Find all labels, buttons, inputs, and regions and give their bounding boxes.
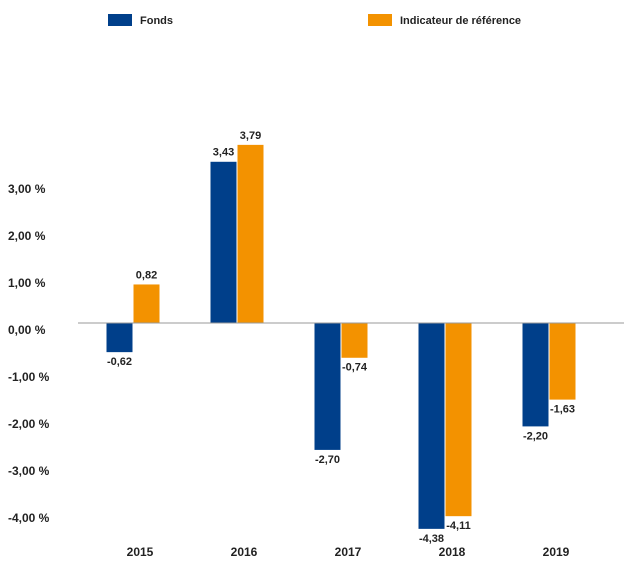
value-label: -4,11 [446,520,470,532]
y-tick-label: -1,00 % [8,370,50,384]
value-label: 3,43 [213,147,234,159]
x-tick-label: 2017 [335,545,362,559]
value-label: -0,62 [107,356,132,368]
bar [314,323,341,450]
bar [418,323,445,529]
y-tick-label: 0,00 % [8,323,46,337]
y-tick-label: 1,00 % [8,276,46,290]
x-tick-label: 2019 [543,545,570,559]
bar [106,323,133,353]
legend-swatch [108,14,132,26]
bar [549,323,576,400]
bar [237,144,264,323]
y-tick-label: -3,00 % [8,464,50,478]
bar [445,323,472,517]
x-tick-label: 2018 [439,545,466,559]
value-label: 0,82 [136,269,157,281]
value-label: -0,74 [342,362,368,374]
bar [210,161,237,323]
bar [341,323,368,358]
y-tick-label: -2,00 % [8,417,50,431]
x-tick-label: 2016 [231,545,258,559]
x-tick-label: 2015 [127,545,154,559]
value-label: -1,63 [550,404,575,416]
bar [133,284,160,323]
legend-label: Indicateur de référence [400,15,521,27]
value-label: -2,20 [523,430,548,442]
value-label: -4,38 [419,533,444,545]
y-tick-label: 2,00 % [8,229,46,243]
bar [522,323,549,427]
y-tick-label: 3,00 % [8,182,46,196]
legend-swatch [368,14,392,26]
y-tick-label: -4,00 % [8,511,50,525]
value-label: -2,70 [315,454,340,466]
value-label: 3,79 [240,130,261,142]
legend-label: Fonds [140,15,173,27]
